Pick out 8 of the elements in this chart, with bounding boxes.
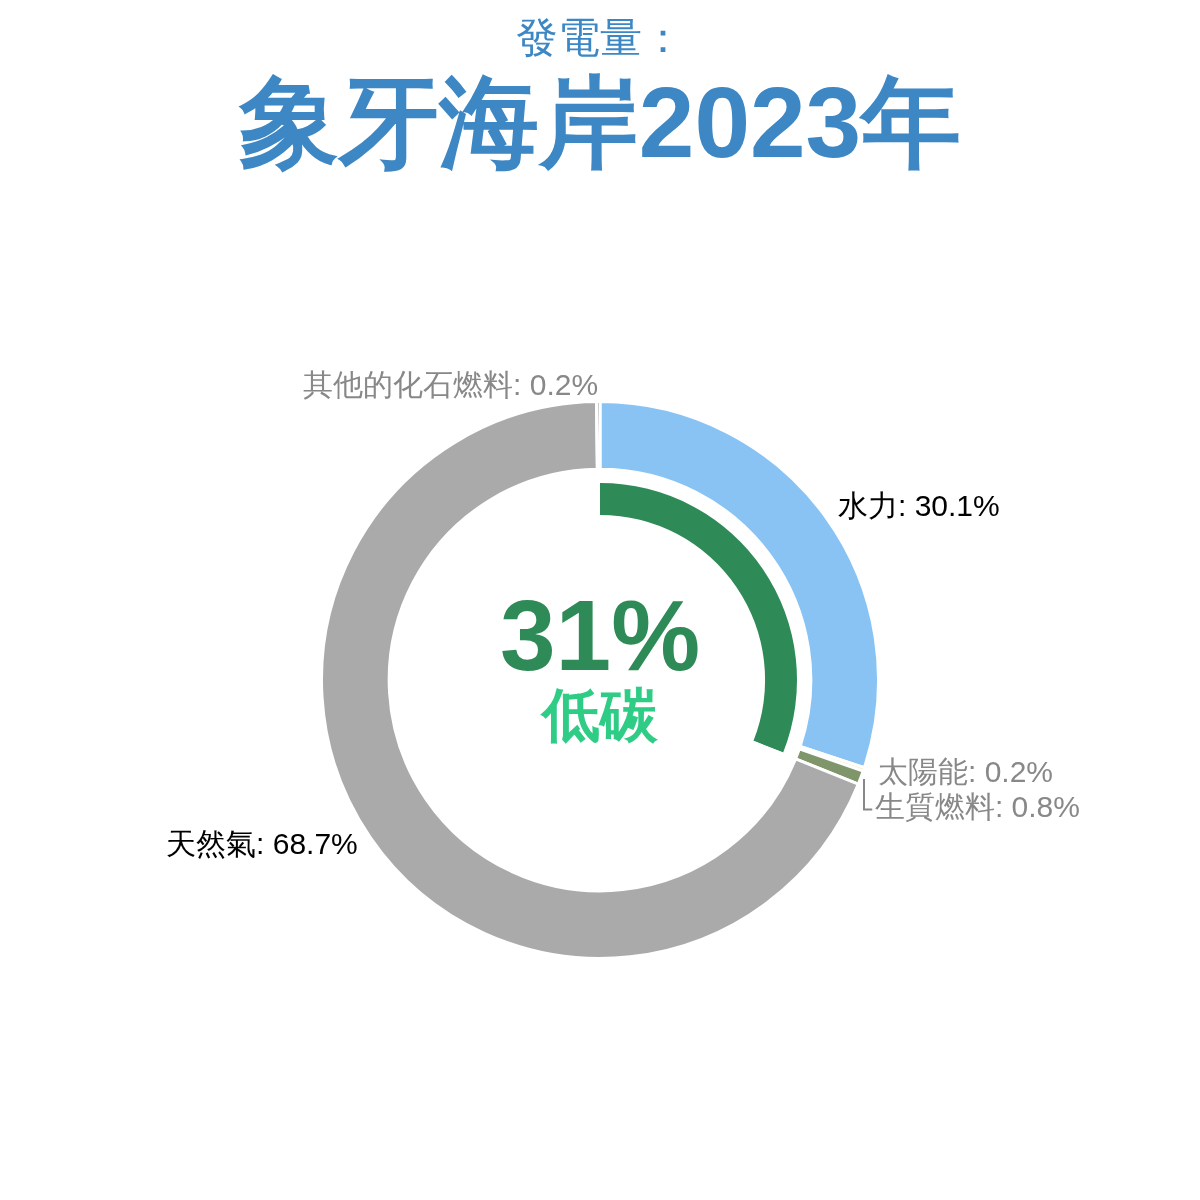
- chart-title: 象牙海岸2023年: [237, 65, 963, 180]
- slice-label: 水力: 30.1%: [837, 489, 1000, 523]
- chart-subtitle: 發電量：: [515, 13, 685, 63]
- slice-label: 生質燃料: 0.8%: [874, 790, 1080, 824]
- slice-label: 低碳: [540, 682, 659, 747]
- slice-label: 太陽能: 0.2%: [877, 755, 1054, 789]
- slice-label: 其他的化石燃料: 0.2%: [303, 367, 599, 401]
- slice-label: 天然氣: 68.7%: [166, 827, 358, 860]
